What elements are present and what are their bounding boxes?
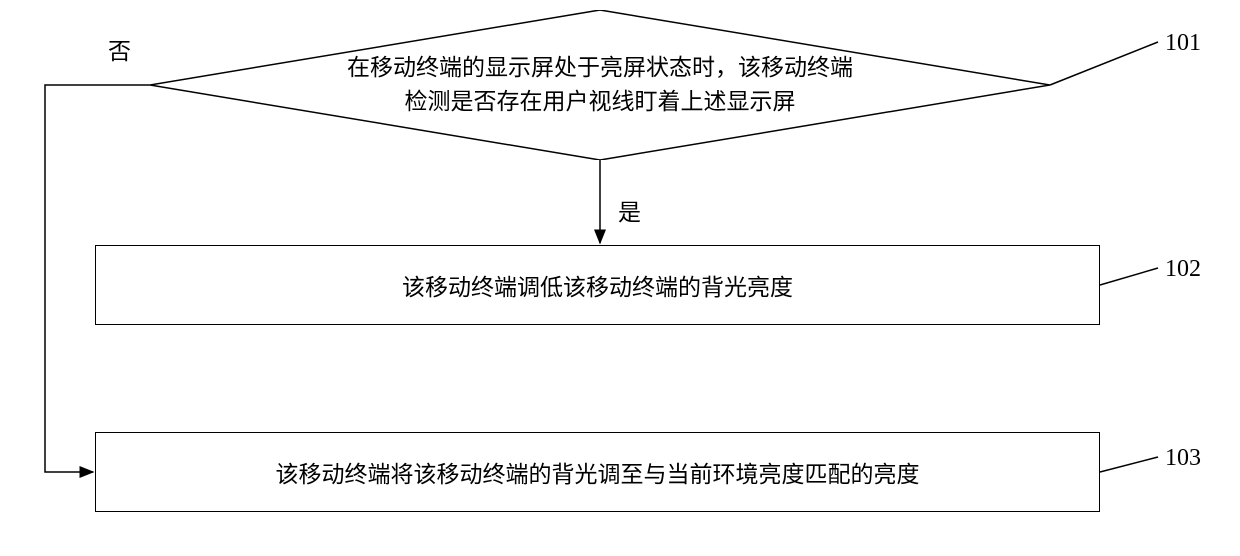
ref-101: 101: [1165, 30, 1201, 57]
ref-103: 103: [1165, 445, 1201, 472]
label-no: 否: [108, 32, 131, 66]
flowchart-container: 在移动终端的显示屏处于亮屏状态时，该移动终端 检测是否存在用户视线盯着上述显示屏…: [0, 0, 1240, 556]
decision-line2: 检测是否存在用户视线盯着上述显示屏: [405, 85, 796, 120]
decision-line1: 在移动终端的显示屏处于亮屏状态时，该移动终端: [347, 51, 853, 86]
process1-text: 该移动终端调低该移动终端的背光亮度: [402, 268, 793, 302]
process2-text: 该移动终端将该移动终端的背光调至与当前环境亮度匹配的亮度: [276, 455, 920, 489]
decision-text: 在移动终端的显示屏处于亮屏状态时，该移动终端 检测是否存在用户视线盯着上述显示屏: [150, 10, 1050, 160]
ref-102: 102: [1165, 256, 1201, 283]
label-yes: 是: [618, 193, 641, 227]
decision-node: 在移动终端的显示屏处于亮屏状态时，该移动终端 检测是否存在用户视线盯着上述显示屏: [150, 10, 1050, 160]
process1-node: 该移动终端调低该移动终端的背光亮度: [95, 245, 1100, 325]
process2-node: 该移动终端将该移动终端的背光调至与当前环境亮度匹配的亮度: [95, 432, 1100, 512]
